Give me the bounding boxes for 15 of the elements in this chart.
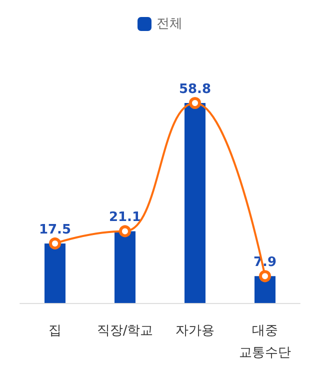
point — [259, 270, 271, 282]
bar — [114, 231, 136, 303]
point — [49, 237, 61, 250]
data-label: 21.1 — [108, 210, 142, 226]
bar — [44, 243, 66, 303]
point — [119, 225, 131, 238]
bar — [184, 103, 206, 303]
x-tick-label: 직장/학교 — [96, 324, 154, 338]
data-label: 58.8 — [178, 82, 212, 97]
point — [189, 97, 201, 109]
legend-label: 전체 — [156, 16, 182, 32]
x-tick-label: 집 — [48, 324, 62, 338]
data-label: 17.5 — [38, 222, 72, 238]
x-tick-label: 자가용 — [176, 324, 214, 338]
x-tick-label: 대중 교통수단 — [239, 324, 291, 360]
